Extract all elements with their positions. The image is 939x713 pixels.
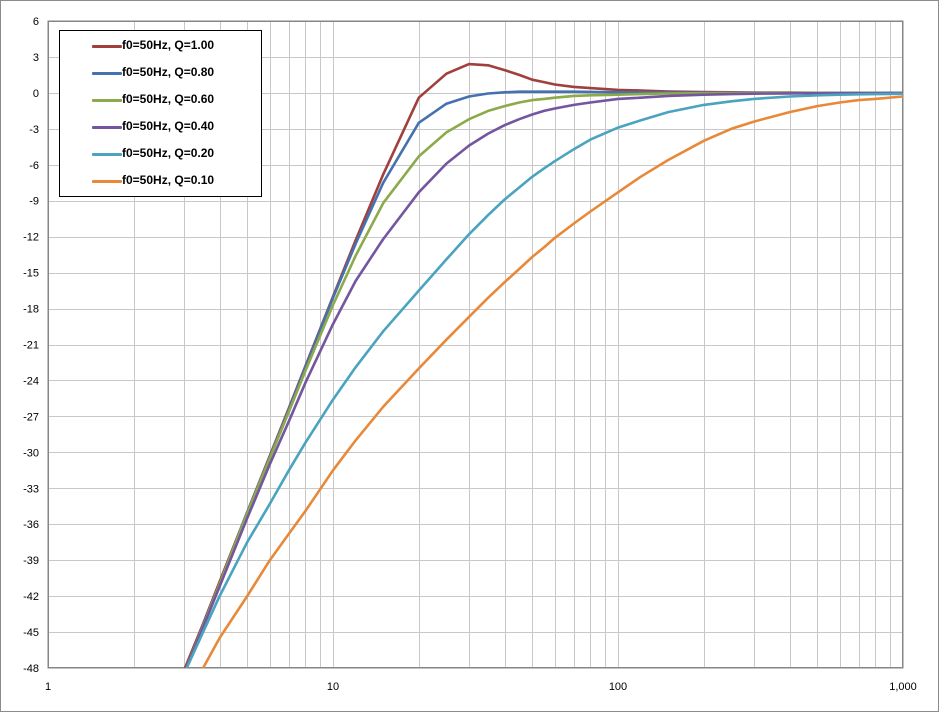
y-tick-label: -42 [23,591,39,603]
legend-swatch [92,153,122,156]
legend-swatch [92,72,122,75]
y-tick-label: -15 [23,268,39,280]
legend-label: f0=50Hz, Q=0.80 [122,65,215,79]
y-tick-label: -27 [23,411,39,423]
y-tick-label: 6 [33,16,39,28]
y-tick-label: -33 [23,483,39,495]
series-line-4 [185,92,903,668]
x-tick-label: 10 [327,681,339,693]
y-tick-label: 0 [33,88,39,100]
legend-item: f0=50Hz, Q=0.10 [60,171,260,191]
y-tick-label: 3 [33,52,39,64]
y-tick-label: -39 [23,555,39,567]
legend-label: f0=50Hz, Q=0.40 [122,119,215,133]
legend-swatch [92,99,122,102]
legend-item: f0=50Hz, Q=0.40 [60,117,260,137]
y-tick-label: -9 [29,196,39,208]
x-tick-label: 1 [45,681,51,693]
legend-label: f0=50Hz, Q=0.60 [122,92,215,106]
legend-swatch [92,126,122,129]
y-axis-ticks: 6 3 0 -3 -6 -9 -12 -15 -18 -21 -24 -27 -30 -33 -36 -39 -… [23,16,39,675]
legend-swatch [92,180,122,183]
y-tick-label: -48 [23,663,39,675]
y-tick-label: -45 [23,627,39,639]
plot-border [48,21,903,668]
legend-item: f0=50Hz, Q=0.60 [60,90,260,110]
legend-label: f0=50Hz, Q=1.00 [122,38,215,52]
legend-swatch [92,45,122,48]
y-tick-label: -3 [29,124,39,136]
x-tick-label: 1,000 [889,681,917,693]
y-tick-label: -12 [23,232,39,244]
x-axis-ticks: 1 10 100 1,000 [45,681,917,693]
series-lines [183,62,903,668]
y-tick-label: -36 [23,519,39,531]
y-tick-label: -30 [23,447,39,459]
legend: f0=50Hz, Q=1.00 f0=50Hz, Q=0.80 f0=50Hz,… [59,30,262,197]
legend-label: f0=50Hz, Q=0.20 [122,146,215,160]
legend-item: f0=50Hz, Q=1.00 [60,36,260,56]
y-tick-label: -21 [23,340,39,352]
legend-label: f0=50Hz, Q=0.10 [122,173,215,187]
series-line-3 [185,91,903,668]
y-tick-label: -18 [23,304,39,316]
legend-item: f0=50Hz, Q=0.20 [60,144,260,164]
y-tick-label: -6 [29,160,39,172]
y-tick-label: -24 [23,375,39,387]
series-line-5 [201,95,903,668]
x-tick-label: 100 [609,681,627,693]
legend-item: f0=50Hz, Q=0.80 [60,63,260,83]
